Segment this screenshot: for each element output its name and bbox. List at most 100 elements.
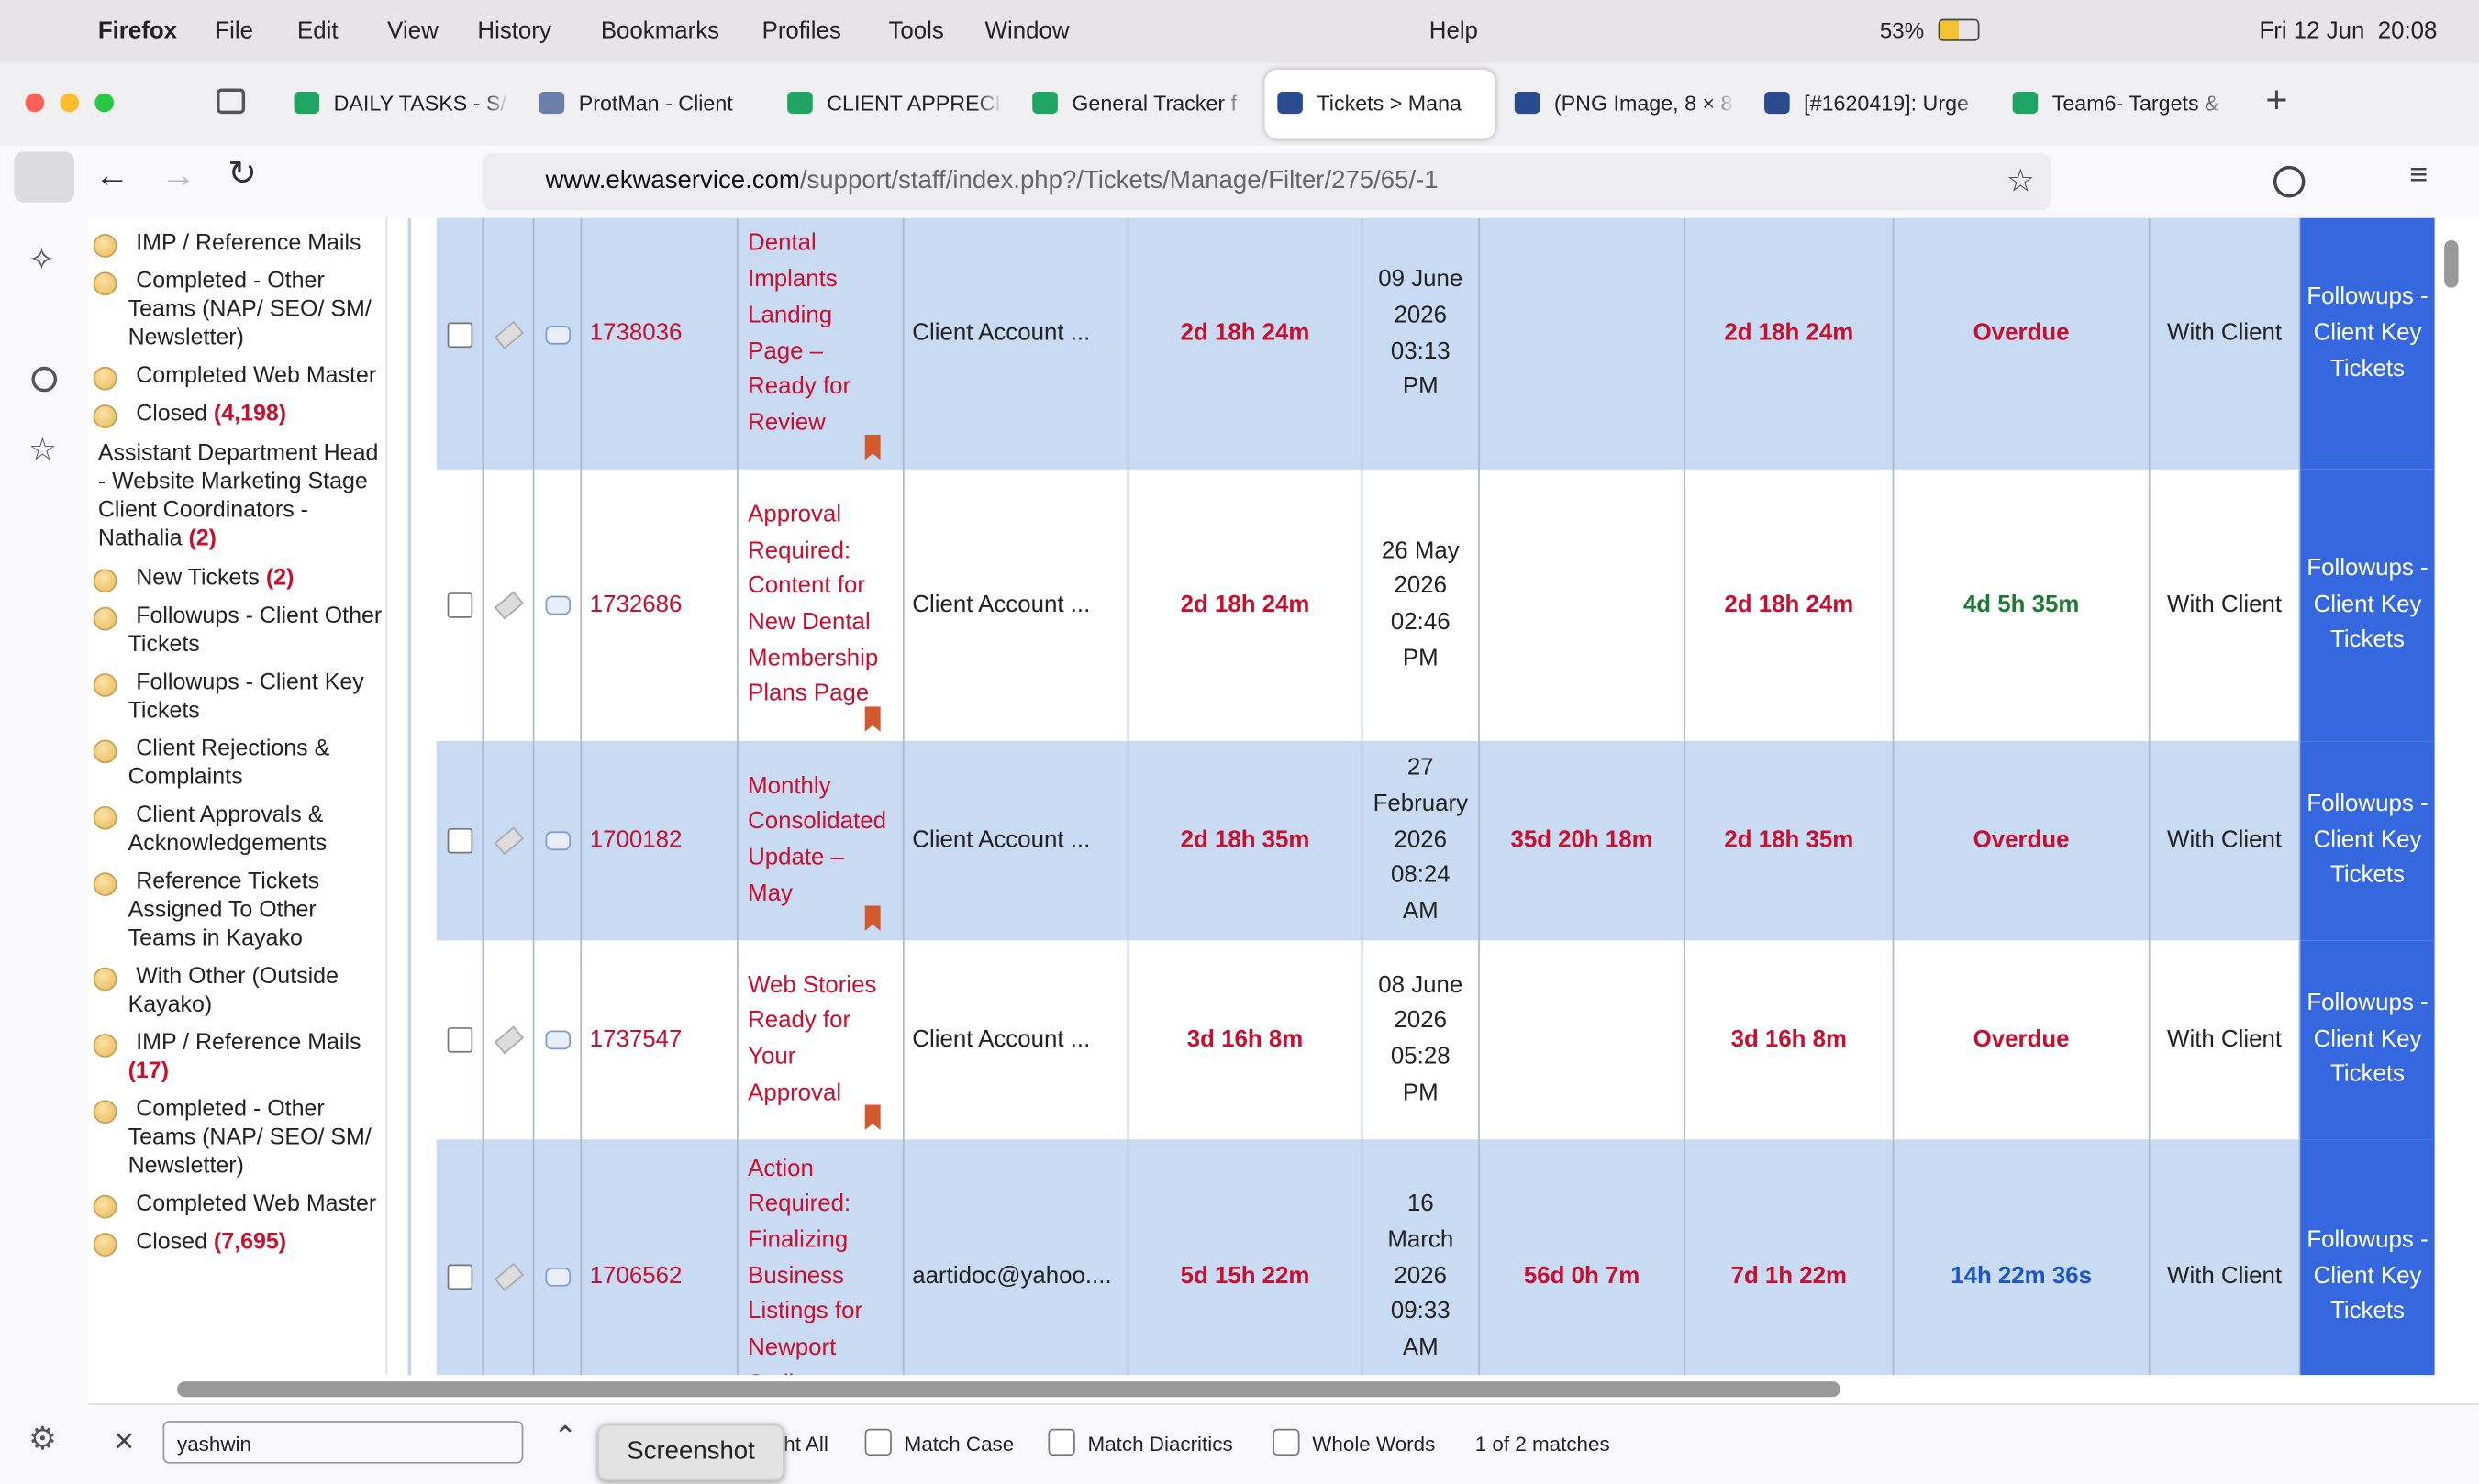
folder-item[interactable]: Client Rejections & Complaints <box>88 730 385 796</box>
history-icon[interactable] <box>31 366 58 393</box>
menu-item[interactable]: Profiles <box>761 17 841 45</box>
reply-icon[interactable] <box>544 831 571 851</box>
subject-text[interactable]: Approval Required: Content for New Denta… <box>748 501 879 707</box>
ticket-row[interactable]: 1732686 Approval Required: Content for Ne… <box>436 469 2435 743</box>
tab-title: CLIENT APPRECI <box>827 91 1001 116</box>
menu-item[interactable]: Bookmarks <box>600 17 720 45</box>
tab[interactable]: (PNG Image, 8 × 8 pix <box>1502 70 1745 139</box>
edit-icon[interactable] <box>493 1025 524 1055</box>
subject-text[interactable]: Dental Implants Landing Page – Ready for… <box>748 229 851 437</box>
reply-icon[interactable] <box>544 1030 571 1050</box>
tab-overview[interactable] <box>217 88 246 115</box>
back[interactable]: ← <box>94 154 130 194</box>
close-find[interactable]: × <box>114 1421 135 1461</box>
menu-item[interactable]: Help <box>1428 17 1478 45</box>
ticket-row[interactable]: 1738036 Dental Implants Landing Page – Re… <box>436 217 2435 471</box>
menu-item[interactable]: Edit <box>296 17 339 45</box>
option-label[interactable]: Match Case <box>904 1432 1015 1456</box>
checkbox[interactable] <box>446 1264 472 1290</box>
folder-item[interactable]: IMP / Reference Mails <box>88 225 385 262</box>
folder-item[interactable]: Completed - Other Teams (NAP/ SEO/ SM/ N… <box>88 1091 385 1185</box>
tab[interactable]: CLIENT APPRECI <box>774 70 1013 139</box>
close-window[interactable] <box>25 93 45 113</box>
new-tab[interactable]: + <box>2265 79 2288 122</box>
tab[interactable]: [#1620419]: Urge <box>1751 70 1994 139</box>
checkbox[interactable] <box>446 827 472 854</box>
folder-item[interactable]: Completed Web Master <box>88 1185 385 1223</box>
find-previous[interactable]: ⌃ <box>553 1421 578 1453</box>
reply-icon[interactable] <box>544 325 571 344</box>
option-checkbox[interactable] <box>1273 1428 1300 1456</box>
reload[interactable]: ↻ <box>228 153 257 194</box>
clock[interactable]: Fri 12 Jun 20:08 <box>2259 17 2438 45</box>
subject-text[interactable]: Monthly Consolidated Update – May <box>748 771 886 907</box>
ticket-id: 1737547 <box>582 940 739 1140</box>
checkbox[interactable] <box>446 321 472 348</box>
folder-item[interactable]: Completed - Other Teams (NAP/ SEO/ SM/ N… <box>88 262 385 357</box>
edit-icon[interactable] <box>493 826 524 856</box>
menu-item[interactable]: Tools <box>888 17 944 45</box>
ticket-id: 1738036 <box>582 217 739 470</box>
tab[interactable]: Team6- Targets & <box>2000 70 2239 139</box>
ticket-department: Followups - Client Key Tickets <box>2300 940 2435 1140</box>
edit-icon[interactable] <box>493 591 524 620</box>
checkbox[interactable] <box>446 592 472 618</box>
tab[interactable]: ProtMan - Client <box>527 70 769 139</box>
folder-item[interactable]: Followups - Client Key Tickets <box>88 664 385 730</box>
minimize-window[interactable] <box>60 93 80 113</box>
folder-item[interactable]: Client Approvals & Acknowledgements <box>88 796 385 862</box>
folder-item[interactable]: IMP / Reference Mails (17) <box>88 1024 385 1091</box>
tab-active[interactable]: Tickets > Mana <box>1264 69 1496 139</box>
option-label[interactable]: Whole Words <box>1312 1432 1436 1456</box>
sla-status: Overdue <box>1894 741 2151 941</box>
zoom-window[interactable] <box>94 93 115 113</box>
ticket-owner: With Client <box>2151 469 2301 742</box>
subject-text[interactable]: Action Required: Finalizing Business Lis… <box>748 1154 863 1375</box>
find-input[interactable]: yashwin <box>162 1421 524 1464</box>
menu-item[interactable]: View <box>387 17 439 45</box>
account[interactable] <box>2273 165 2306 198</box>
folder-item[interactable]: Followups - Client Other Tickets <box>88 597 385 663</box>
option-checkbox[interactable] <box>864 1428 892 1456</box>
ticket-from: Client Account ... <box>905 940 1129 1140</box>
ai-icon[interactable]: ✧ <box>28 243 55 279</box>
folder-bullet <box>93 673 117 697</box>
app-name[interactable]: Firefox <box>97 17 178 45</box>
folder-item[interactable]: Closed (4,198) <box>88 395 385 433</box>
checkbox[interactable] <box>446 1027 472 1053</box>
tab[interactable]: DAILY TASKS - S/ <box>282 70 520 139</box>
option-label[interactable]: Match Diacritics <box>1087 1432 1233 1456</box>
ticket-row[interactable]: 1700182 Monthly Consolidated Update – May… <box>436 741 2435 943</box>
folder-item[interactable]: Completed Web Master <box>88 357 385 394</box>
folder-item[interactable]: With Other (Outside Kayako) <box>88 958 385 1024</box>
ticket-row[interactable]: 1706562 Action Required: Finalizing Busin… <box>436 1139 2435 1376</box>
url-bar[interactable]: www.ekwaservice.com/support/staff/index.… <box>482 153 2051 211</box>
settings-icon[interactable]: ⚙ <box>28 1422 57 1457</box>
forward[interactable]: → <box>161 154 196 194</box>
bookmark-star[interactable]: ☆ <box>2006 164 2035 200</box>
bookmarks-icon[interactable]: ☆ <box>28 433 57 469</box>
reply-icon[interactable] <box>544 1268 571 1287</box>
due-time: 2d 18h 24m <box>1128 469 1363 742</box>
reply-cell <box>534 469 583 742</box>
sidebar-toggle[interactable] <box>14 151 74 203</box>
folder-item[interactable]: New Tickets (2) <box>88 559 385 597</box>
tab[interactable]: General Tracker f <box>1019 70 1258 139</box>
edit-icon[interactable] <box>493 1262 524 1291</box>
folder-item[interactable]: Reference Tickets Assigned To Other Team… <box>88 863 385 958</box>
h-scrollbar[interactable] <box>176 1381 1840 1398</box>
edit-icon[interactable] <box>493 319 524 349</box>
menu-item[interactable]: History <box>477 17 551 45</box>
option-checkbox[interactable] <box>1048 1428 1075 1456</box>
subject-text[interactable]: Web Stories Ready for Your Approval <box>748 971 877 1106</box>
folder-bullet <box>93 234 117 258</box>
reply-icon[interactable] <box>544 595 571 615</box>
ticket-row[interactable]: 1737547 Web Stories Ready for Your Approv… <box>436 940 2435 1142</box>
folder-group[interactable]: Assistant Department Head - Website Mark… <box>88 433 385 559</box>
menu-item[interactable]: File <box>215 17 254 45</box>
resolution-time: 7d 1h 22m <box>1685 1139 1895 1376</box>
v-scrollbar[interactable] <box>2444 239 2459 288</box>
menu[interactable]: ≡ <box>2409 158 2429 194</box>
folder-item[interactable]: Closed (7,695) <box>88 1224 385 1261</box>
menu-item[interactable]: Window <box>984 17 1070 45</box>
